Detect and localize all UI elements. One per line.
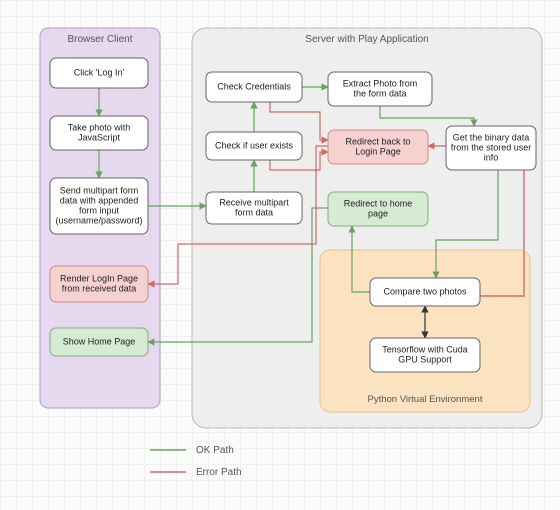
- flowchart-canvas: Browser Client Server with Play Applicat…: [0, 0, 560, 510]
- node-redirect_login: Redirect back toLogin Page: [328, 130, 428, 164]
- legend: OK Path Error Path: [150, 445, 242, 478]
- svg-text:Python Virtual Environment: Python Virtual Environment: [368, 394, 483, 405]
- node-send_form-label: (username/password): [55, 215, 142, 225]
- node-redirect_home-label: page: [368, 208, 388, 218]
- node-recv_form-label: Receive multipart: [219, 197, 289, 207]
- node-tensorflow-label: GPU Support: [398, 354, 452, 364]
- node-send_form: Send multipart formdata with appendedfor…: [50, 178, 148, 234]
- node-check_cred-label: Check Credentials: [217, 81, 291, 91]
- node-redirect_login-label: Login Page: [355, 146, 401, 156]
- node-redirect_login-label: Redirect back to: [345, 136, 410, 146]
- node-send_form-label: data with appended: [60, 195, 139, 205]
- svg-text:Server with Play Application: Server with Play Application: [305, 34, 428, 45]
- legend-label-0: OK Path: [196, 445, 234, 456]
- node-extract_photo-label: Extract Photo from: [343, 78, 418, 88]
- node-recv_form: Receive multipartform data: [206, 192, 302, 224]
- node-check_user: Check if user exists: [206, 132, 302, 160]
- node-tensorflow-label: Tensorflow with Cuda: [382, 344, 468, 354]
- node-get_binary-label: info: [484, 152, 499, 162]
- node-redirect_home: Redirect to homepage: [328, 192, 428, 226]
- node-check_cred: Check Credentials: [206, 72, 302, 102]
- svg-text:Browser Client: Browser Client: [67, 34, 132, 45]
- node-get_binary: Get the binary datafrom the stored useri…: [446, 126, 536, 170]
- node-recv_form-label: form data: [235, 207, 273, 217]
- node-render_login-label: from received data: [62, 283, 137, 293]
- node-compare-label: Compare two photos: [383, 286, 467, 296]
- node-extract_photo-label: the form data: [353, 88, 406, 98]
- node-take_photo-label: JavaScript: [78, 132, 121, 142]
- node-compare: Compare two photos: [370, 278, 480, 306]
- node-render_login-label: Render LogIn Page: [60, 273, 138, 283]
- node-check_user-label: Check if user exists: [215, 140, 294, 150]
- legend-label-1: Error Path: [196, 467, 242, 478]
- node-click_login-label: Click 'Log In': [74, 67, 125, 77]
- node-get_binary-label: Get the binary data: [453, 132, 530, 142]
- node-send_form-label: form input: [79, 205, 120, 215]
- node-extract_photo: Extract Photo fromthe form data: [328, 72, 432, 106]
- node-show_home: Show Home Page: [50, 328, 148, 356]
- node-get_binary-label: from the stored user: [451, 142, 532, 152]
- node-show_home-label: Show Home Page: [63, 336, 136, 346]
- node-take_photo: Take photo withJavaScript: [50, 116, 148, 150]
- node-tensorflow: Tensorflow with CudaGPU Support: [370, 338, 480, 372]
- node-click_login: Click 'Log In': [50, 58, 148, 88]
- node-take_photo-label: Take photo with: [68, 122, 131, 132]
- node-redirect_home-label: Redirect to home: [344, 198, 413, 208]
- node-render_login: Render LogIn Pagefrom received data: [50, 266, 148, 302]
- node-send_form-label: Send multipart form: [60, 185, 139, 195]
